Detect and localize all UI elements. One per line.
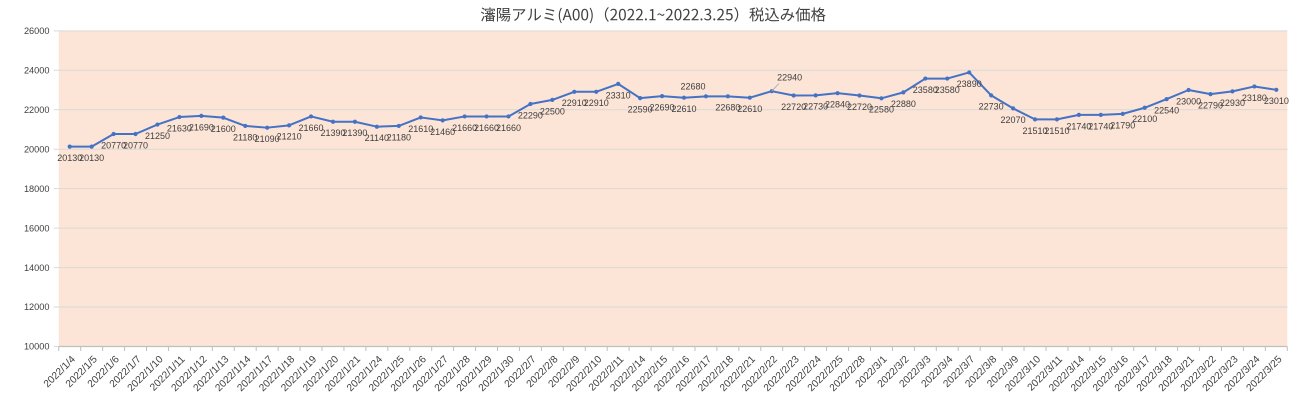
- svg-text:22680: 22680: [680, 81, 705, 91]
- svg-text:22690: 22690: [650, 103, 675, 113]
- svg-text:22790: 22790: [1198, 101, 1223, 111]
- svg-text:21510: 21510: [1022, 126, 1047, 136]
- svg-text:22730: 22730: [803, 102, 828, 112]
- svg-text:23310: 23310: [606, 90, 631, 100]
- svg-text:22290: 22290: [518, 110, 543, 120]
- svg-text:22100: 22100: [1132, 114, 1157, 124]
- svg-text:21390: 21390: [320, 128, 345, 138]
- svg-text:14000: 14000: [24, 263, 50, 273]
- svg-text:22940: 22940: [777, 73, 802, 83]
- svg-text:22880: 22880: [891, 99, 916, 109]
- svg-text:26000: 26000: [24, 26, 50, 36]
- svg-text:20770: 20770: [101, 140, 126, 150]
- svg-text:22500: 22500: [540, 106, 565, 116]
- svg-text:23580: 23580: [935, 85, 960, 95]
- svg-text:22590: 22590: [628, 105, 653, 115]
- svg-text:23580: 23580: [913, 85, 938, 95]
- svg-text:21660: 21660: [496, 123, 521, 133]
- svg-text:22910: 22910: [562, 98, 587, 108]
- svg-text:23000: 23000: [1176, 96, 1201, 106]
- svg-text:21610: 21610: [408, 124, 433, 134]
- svg-text:21180: 21180: [387, 132, 411, 142]
- svg-text:16000: 16000: [24, 223, 50, 233]
- svg-text:21390: 21390: [342, 128, 367, 138]
- svg-text:21180: 21180: [233, 132, 257, 142]
- svg-text:22720: 22720: [781, 102, 806, 112]
- svg-text:22580: 22580: [869, 105, 894, 115]
- svg-text:21740: 21740: [1066, 121, 1091, 131]
- svg-text:21790: 21790: [1110, 120, 1135, 130]
- svg-text:21600: 21600: [211, 124, 236, 134]
- svg-text:21740: 21740: [1088, 121, 1113, 131]
- svg-text:24000: 24000: [24, 65, 50, 75]
- svg-text:22680: 22680: [715, 103, 740, 113]
- svg-text:22610: 22610: [671, 104, 696, 114]
- svg-text:23010: 23010: [1264, 96, 1289, 106]
- svg-text:20130: 20130: [79, 153, 104, 163]
- svg-text:22540: 22540: [1154, 105, 1179, 115]
- svg-text:22720: 22720: [847, 102, 872, 112]
- svg-text:22910: 22910: [584, 98, 609, 108]
- svg-text:21090: 21090: [255, 134, 280, 144]
- svg-text:20000: 20000: [24, 144, 50, 154]
- svg-text:21510: 21510: [1044, 126, 1069, 136]
- svg-text:21140: 21140: [365, 133, 389, 143]
- svg-text:22930: 22930: [1220, 98, 1245, 108]
- svg-text:22070: 22070: [1001, 115, 1026, 125]
- svg-text:21660: 21660: [299, 123, 324, 133]
- svg-text:12000: 12000: [24, 302, 50, 312]
- svg-text:22610: 22610: [737, 104, 762, 114]
- svg-text:21210: 21210: [277, 132, 302, 142]
- svg-text:21460: 21460: [430, 127, 455, 137]
- svg-text:20130: 20130: [57, 153, 82, 163]
- svg-text:22840: 22840: [825, 100, 850, 110]
- svg-text:21660: 21660: [474, 123, 499, 133]
- svg-text:21660: 21660: [452, 123, 477, 133]
- svg-text:23180: 23180: [1242, 93, 1267, 103]
- svg-text:21630: 21630: [167, 123, 192, 133]
- svg-text:10000: 10000: [24, 342, 50, 352]
- svg-text:23890: 23890: [957, 79, 982, 89]
- svg-text:22730: 22730: [979, 102, 1004, 112]
- svg-text:20770: 20770: [123, 140, 148, 150]
- svg-text:18000: 18000: [24, 184, 50, 194]
- svg-text:22000: 22000: [24, 105, 50, 115]
- svg-text:21690: 21690: [189, 122, 214, 132]
- svg-text:21250: 21250: [145, 131, 170, 141]
